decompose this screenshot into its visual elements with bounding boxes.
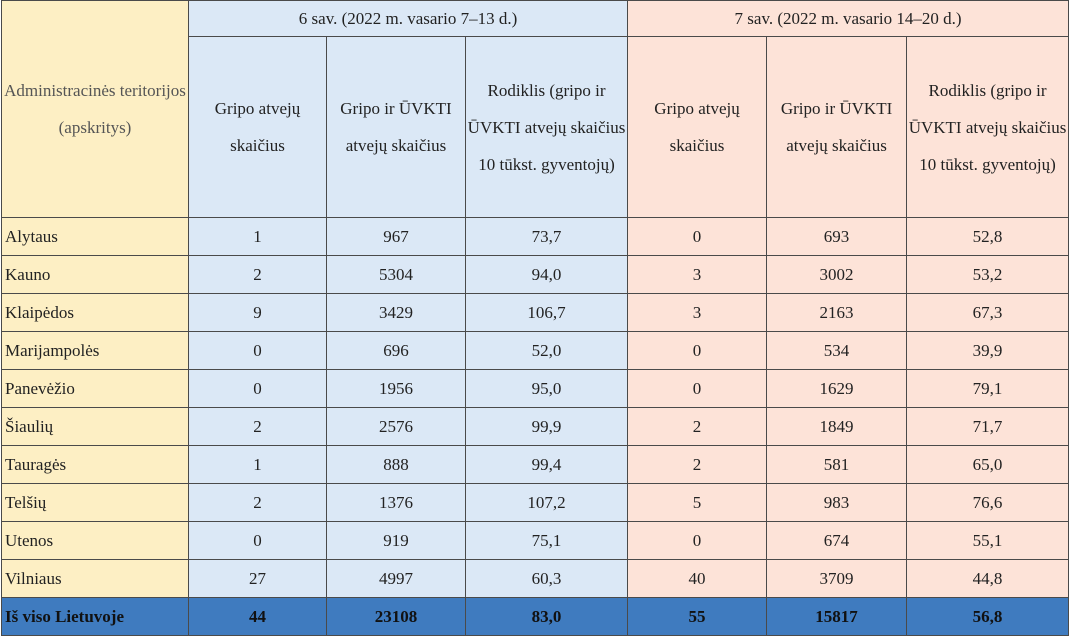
w6-ari-cell: 3429 [326,293,466,332]
w6-flu-cell: 0 [188,369,327,408]
week7-header: 7 sav. (2022 m. vasario 14–20 d.) [627,0,1069,37]
table-row: Tauragės 1 888 99,4 2 581 65,0 [1,445,1069,484]
w7-flu-cell: 0 [627,521,768,560]
w7-ari-cell: 1849 [766,407,908,446]
w6-flu-cell: 0 [188,521,327,560]
w7-rate-cell: 79,1 [906,369,1069,408]
w7-rate-cell: 55,1 [906,521,1069,560]
w6-rate-cell: 107,2 [464,483,629,522]
w7-ari-cell: 3709 [766,559,908,598]
w7-ari-cell: 2163 [766,293,908,332]
w7-rate-header: Rodiklis (gripo ir ŪVKTI atvejų skaičius… [906,36,1069,218]
w7-flu-cell: 40 [627,559,768,598]
w7-rate-cell: 76,6 [906,483,1069,522]
region-name: Kauno [1,255,189,294]
total-w7-flu: 55 [627,597,768,636]
w7-ari-cell: 1629 [766,369,908,408]
w6-ari-cell: 888 [326,445,466,484]
table-row: Panevėžio 0 1956 95,0 0 1629 79,1 [1,369,1069,408]
table-row: Kauno 2 5304 94,0 3 3002 53,2 [1,255,1069,294]
w6-rate-header: Rodiklis (gripo ir ŪVKTI atvejų skaičius… [464,36,629,218]
w7-flu-cell: 0 [627,217,768,256]
w7-flu-cell: 0 [627,331,768,370]
total-w6-ari: 23108 [326,597,466,636]
w7-flu-header: Gripo atvejų skaičius [627,36,768,218]
region-name: Panevėžio [1,369,189,408]
region-name: Vilniaus [1,559,189,598]
region-name: Tauragės [1,445,189,484]
region-name: Utenos [1,521,189,560]
w6-flu-cell: 2 [188,407,327,446]
w6-rate-cell: 99,4 [464,445,629,484]
w7-ari-cell: 581 [766,445,908,484]
total-w6-flu: 44 [188,597,327,636]
w7-flu-cell: 5 [627,483,768,522]
w6-rate-cell: 60,3 [464,559,629,598]
region-name: Klaipėdos [1,293,189,332]
w7-flu-cell: 3 [627,255,768,294]
w7-ari-header: Gripo ir ŪVKTI atvejų skaičius [766,36,908,218]
w6-rate-cell: 52,0 [464,331,629,370]
total-w7-ari: 15817 [766,597,908,636]
w6-ari-cell: 919 [326,521,466,560]
region-name: Šiaulių [1,407,189,446]
w6-flu-cell: 2 [188,255,327,294]
region-name: Marijampolės [1,331,189,370]
w6-ari-cell: 696 [326,331,466,370]
w7-ari-cell: 693 [766,217,908,256]
w7-rate-cell: 39,9 [906,331,1069,370]
w6-rate-cell: 73,7 [464,217,629,256]
w7-flu-cell: 2 [627,407,768,446]
w6-rate-cell: 106,7 [464,293,629,332]
w6-ari-cell: 967 [326,217,466,256]
w6-rate-cell: 99,9 [464,407,629,446]
w6-flu-cell: 1 [188,445,327,484]
w6-rate-cell: 75,1 [464,521,629,560]
w6-ari-cell: 4997 [326,559,466,598]
w6-ari-header: Gripo ir ŪVKTI atvejų skaičius [326,36,466,218]
table-row: Šiaulių 2 2576 99,9 2 1849 71,7 [1,407,1069,446]
w6-ari-cell: 1376 [326,483,466,522]
w6-flu-cell: 9 [188,293,327,332]
w7-rate-cell: 71,7 [906,407,1069,446]
region-name: Alytaus [1,217,189,256]
w6-rate-cell: 95,0 [464,369,629,408]
w7-ari-cell: 3002 [766,255,908,294]
table-row: Utenos 0 919 75,1 0 674 55,1 [1,521,1069,560]
table-row: Telšių 2 1376 107,2 5 983 76,6 [1,483,1069,522]
w6-flu-header: Gripo atvejų skaičius [188,36,327,218]
table-row: Klaipėdos 9 3429 106,7 3 2163 67,3 [1,293,1069,332]
region-name: Telšių [1,483,189,522]
territory-header: Administracinės teritorijos (apskritys) [1,0,189,218]
total-row: Iš viso Lietuvoje 44 23108 83,0 55 15817… [1,597,1069,636]
w7-flu-cell: 0 [627,369,768,408]
w7-rate-cell: 65,0 [906,445,1069,484]
w6-flu-cell: 27 [188,559,327,598]
table-row: Alytaus 1 967 73,7 0 693 52,8 [1,217,1069,256]
w6-rate-cell: 94,0 [464,255,629,294]
total-name: Iš viso Lietuvoje [1,597,189,636]
w7-rate-cell: 52,8 [906,217,1069,256]
w7-ari-cell: 983 [766,483,908,522]
w6-ari-cell: 5304 [326,255,466,294]
w7-flu-cell: 2 [627,445,768,484]
w7-ari-cell: 674 [766,521,908,560]
w6-flu-cell: 2 [188,483,327,522]
w7-flu-cell: 3 [627,293,768,332]
w6-flu-cell: 0 [188,331,327,370]
week6-header: 6 sav. (2022 m. vasario 7–13 d.) [187,0,629,37]
w6-flu-cell: 1 [188,217,327,256]
w6-ari-cell: 2576 [326,407,466,446]
w7-ari-cell: 534 [766,331,908,370]
w7-rate-cell: 44,8 [906,559,1069,598]
w6-ari-cell: 1956 [326,369,466,408]
w7-rate-cell: 67,3 [906,293,1069,332]
w7-rate-cell: 53,2 [906,255,1069,294]
total-w6-rate: 83,0 [464,597,629,636]
total-w7-rate: 56,8 [906,597,1069,636]
table-row: Marijampolės 0 696 52,0 0 534 39,9 [1,331,1069,370]
table-row: Vilniaus 27 4997 60,3 40 3709 44,8 [1,559,1069,598]
